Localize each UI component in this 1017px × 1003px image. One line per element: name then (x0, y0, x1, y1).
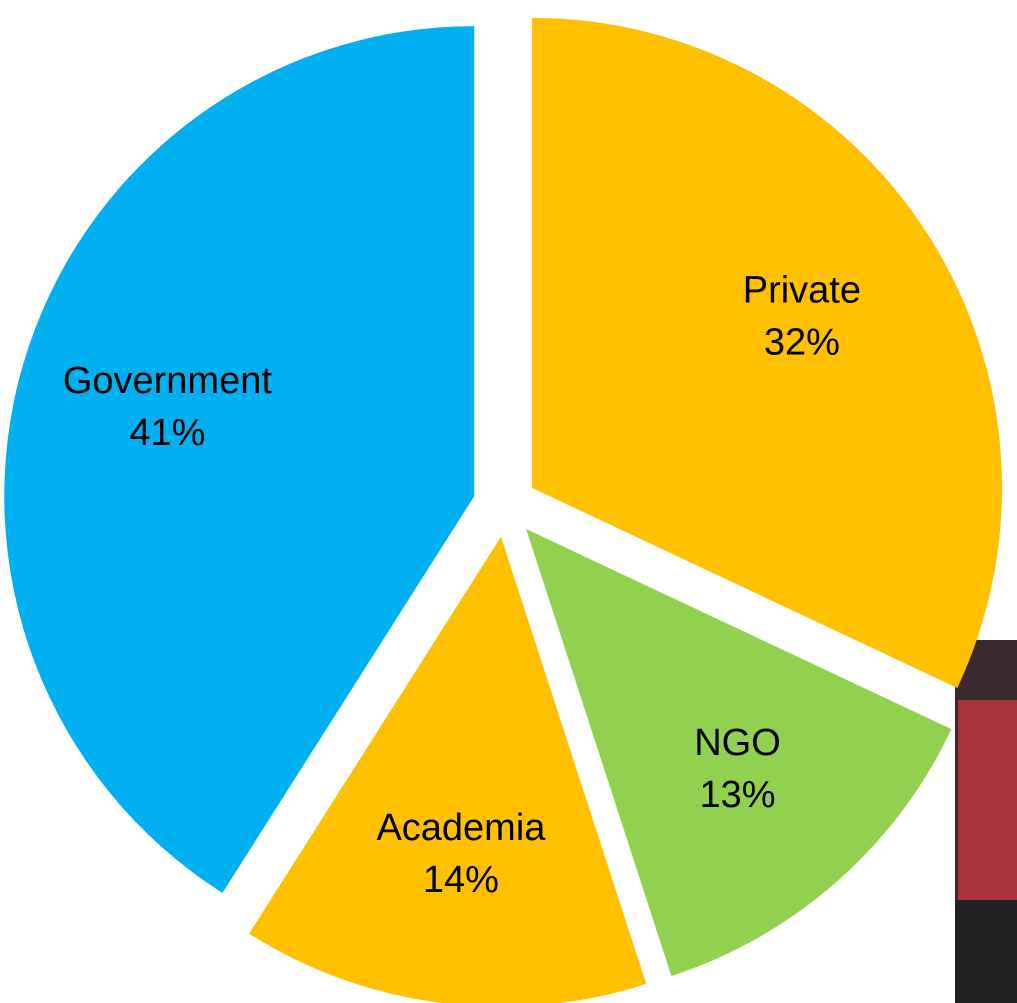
slice-label: Academia (376, 807, 546, 849)
page: Private 32% NGO 13% Academia 14% Government 41%… (0, 0, 1017, 1003)
photo-fragment (955, 640, 1017, 1003)
slice-value-label: 32% (764, 322, 840, 364)
photo-floor (955, 900, 1017, 1003)
slice-value-label: 14% (423, 859, 499, 901)
slice-value-label: 13% (699, 774, 775, 816)
chart: Private 32% NGO 13% Academia 14% Government 41% (0, 0, 1017, 1003)
slice-value-label: 41% (129, 412, 205, 454)
slice-label: NGO (694, 722, 781, 764)
slice-label: Government (63, 360, 273, 402)
photo-chairs (958, 700, 1017, 900)
slice-label: Private (743, 270, 861, 312)
